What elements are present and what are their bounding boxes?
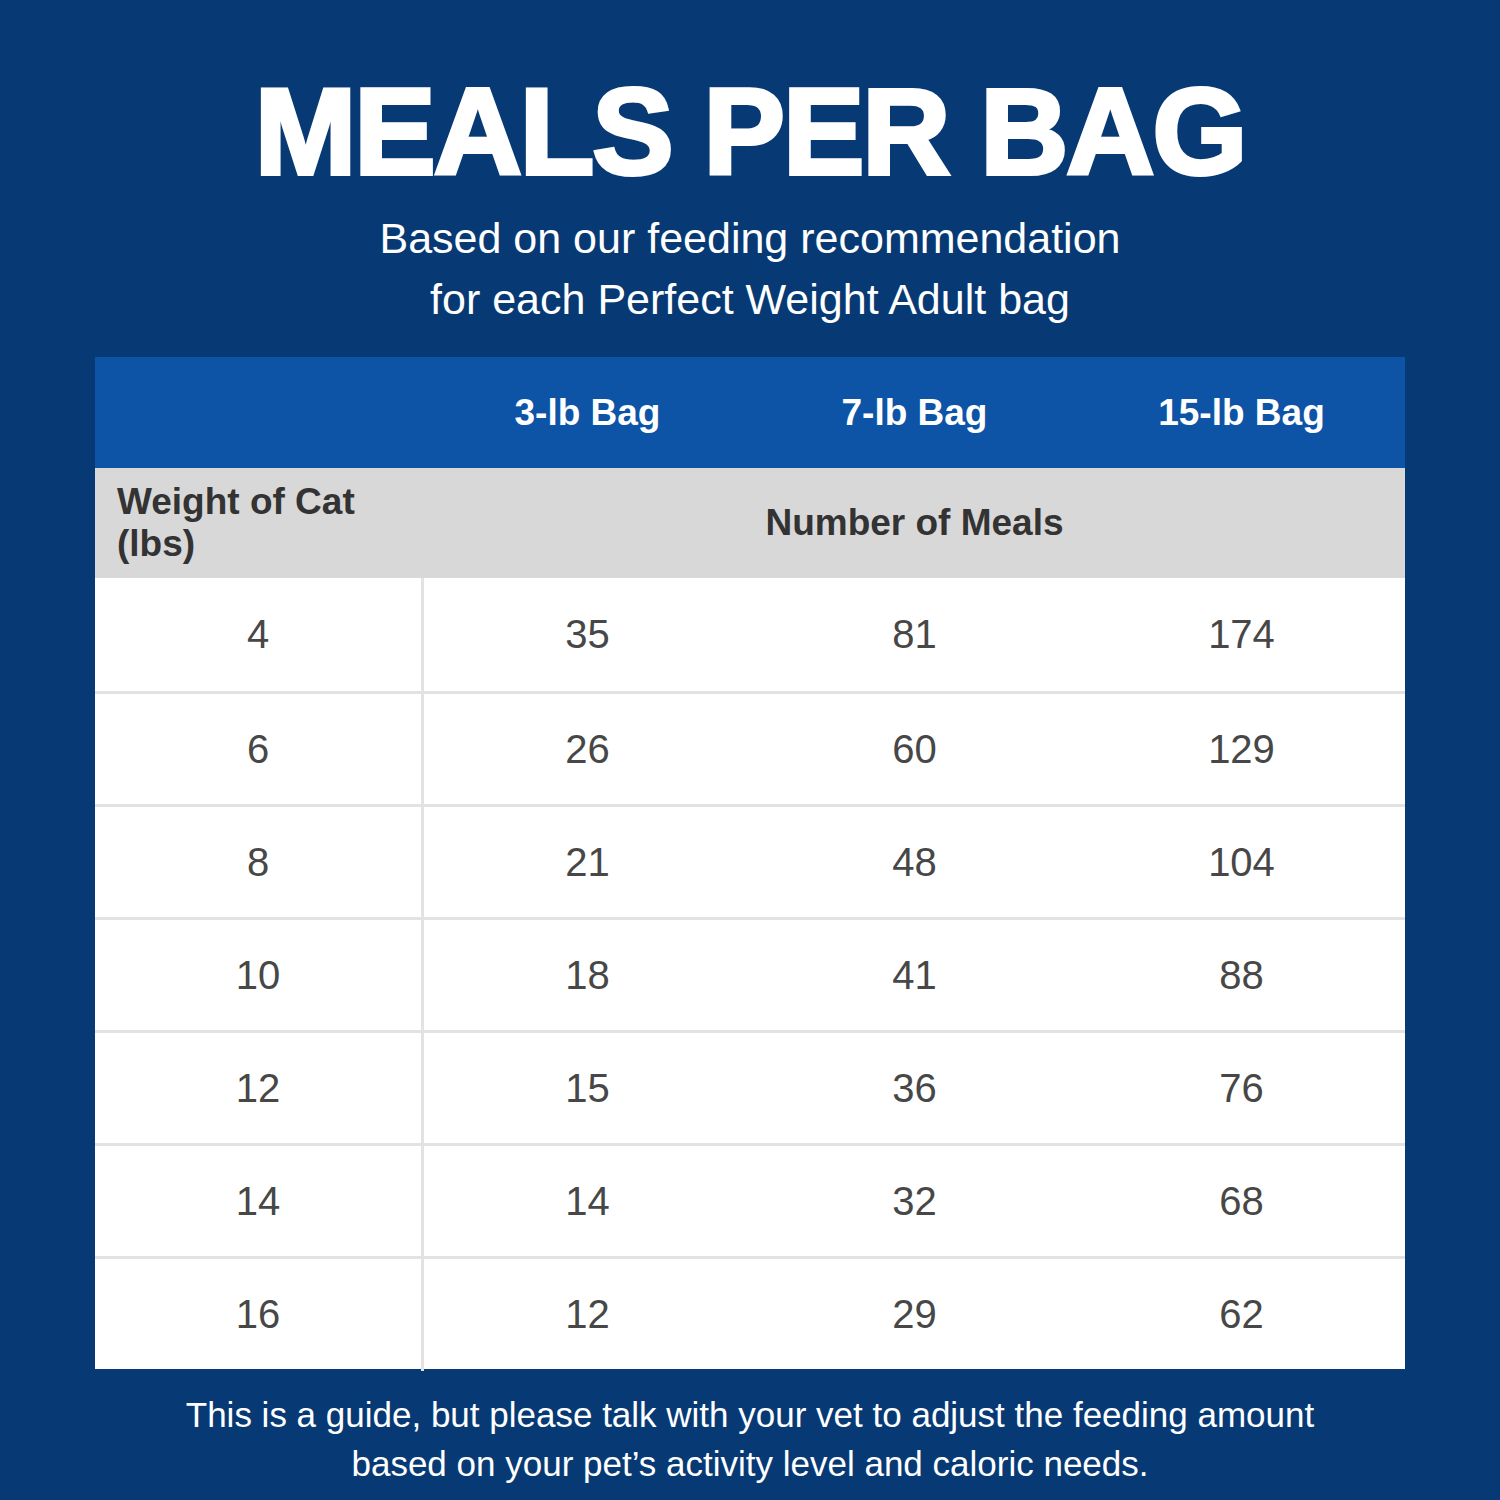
meals-3lb-cell: 26 <box>424 727 751 772</box>
column-header-15lb-bag: 15-lb Bag <box>1078 392 1405 434</box>
table-label-row: Weight of Cat (lbs) Number of Meals <box>95 468 1405 578</box>
meals-15lb-cell: 129 <box>1078 727 1405 772</box>
weight-cell: 12 <box>95 1032 424 1145</box>
meals-3lb-cell: 15 <box>424 1066 751 1111</box>
meals-15lb-cell: 88 <box>1078 953 1405 998</box>
meals-3lb-cell: 18 <box>424 953 751 998</box>
column-header-7lb-bag: 7-lb Bag <box>751 392 1078 434</box>
table-row: 4 35 81 174 <box>95 578 1405 691</box>
table-row: 16 12 29 62 <box>95 1256 1405 1369</box>
meals-7lb-cell: 81 <box>751 612 1078 657</box>
table-header-row: 3-lb Bag 7-lb Bag 15-lb Bag <box>95 357 1405 468</box>
weight-cell: 8 <box>95 806 424 919</box>
weight-cell: 14 <box>95 1145 424 1258</box>
weight-cell: 10 <box>95 919 424 1032</box>
subtitle-line-1: Based on our feeding recommendation <box>0 208 1500 269</box>
meals-7lb-cell: 36 <box>751 1066 1078 1111</box>
meals-3lb-cell: 14 <box>424 1179 751 1224</box>
weight-cell: 6 <box>95 693 424 806</box>
table-row: 10 18 41 88 <box>95 917 1405 1030</box>
meals-7lb-cell: 41 <box>751 953 1078 998</box>
meals-7lb-cell: 32 <box>751 1179 1078 1224</box>
meals-3lb-cell: 12 <box>424 1292 751 1337</box>
subtitle: Based on our feeding recommendation for … <box>0 208 1500 330</box>
meals-3lb-cell: 35 <box>424 612 751 657</box>
meals-15lb-cell: 68 <box>1078 1179 1405 1224</box>
meals-15lb-cell: 104 <box>1078 840 1405 885</box>
weight-of-cat-header: Weight of Cat (lbs) <box>95 481 424 565</box>
meals-7lb-cell: 29 <box>751 1292 1078 1337</box>
footer-line-1: This is a guide, but please talk with yo… <box>0 1390 1500 1439</box>
meals-table: 3-lb Bag 7-lb Bag 15-lb Bag Weight of Ca… <box>95 357 1405 1369</box>
meals-15lb-cell: 76 <box>1078 1066 1405 1111</box>
footer-disclaimer: This is a guide, but please talk with yo… <box>0 1390 1500 1488</box>
footer-line-2: based on your pet’s activity level and c… <box>0 1439 1500 1488</box>
meals-7lb-cell: 48 <box>751 840 1078 885</box>
weight-cell: 16 <box>95 1258 424 1371</box>
meals-15lb-cell: 174 <box>1078 612 1405 657</box>
subtitle-line-2: for each Perfect Weight Adult bag <box>0 269 1500 330</box>
table-row: 14 14 32 68 <box>95 1143 1405 1256</box>
weight-cell: 4 <box>95 578 424 691</box>
table-row: 8 21 48 104 <box>95 804 1405 917</box>
column-header-3lb-bag: 3-lb Bag <box>424 392 751 434</box>
table-row: 6 26 60 129 <box>95 691 1405 804</box>
page-title: MEALS PER BAG <box>0 62 1500 202</box>
number-of-meals-header: Number of Meals <box>424 502 1405 544</box>
table-row: 12 15 36 76 <box>95 1030 1405 1143</box>
meals-15lb-cell: 62 <box>1078 1292 1405 1337</box>
meals-per-bag-poster: MEALS PER BAG Based on our feeding recom… <box>0 0 1500 1500</box>
meals-7lb-cell: 60 <box>751 727 1078 772</box>
meals-3lb-cell: 21 <box>424 840 751 885</box>
